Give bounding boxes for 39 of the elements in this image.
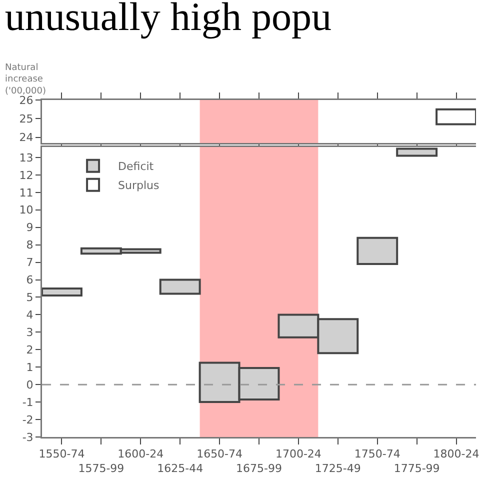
- y-tick-label: 10: [19, 204, 34, 217]
- y-tick-label: 26: [19, 94, 34, 107]
- y-tick-label: 0: [26, 378, 34, 392]
- x-tick-label: 1600-24: [118, 448, 164, 461]
- bar: [42, 288, 82, 296]
- x-tick-label: 1800-24: [433, 448, 480, 461]
- y-tick-label: 3: [26, 326, 34, 340]
- y-tick-label: 25: [19, 112, 34, 126]
- y-tick-label: 11: [19, 186, 34, 200]
- legend-label: Surplus: [118, 179, 160, 192]
- y-axis-title: Natural increase ('00,000): [5, 63, 46, 96]
- y-tick-label: 13: [19, 151, 34, 164]
- x-tick-label: 1750-74: [354, 448, 400, 461]
- y-tick-label: 1: [26, 360, 34, 374]
- x-tick-label: 1550-74: [38, 448, 85, 461]
- bar: [396, 148, 438, 157]
- y-tick-label: 8: [26, 238, 34, 252]
- y-tick-label: 7: [26, 256, 34, 270]
- x-tick-label: 1700-24: [275, 448, 322, 461]
- bar: [159, 278, 201, 295]
- y-tick-label: 2: [26, 344, 34, 356]
- y-tick-label: 12: [19, 168, 34, 182]
- y-tick-label: 9: [26, 221, 34, 234]
- y-tick-label: -1: [22, 396, 34, 409]
- x-tick-label: 1625-44: [157, 462, 204, 475]
- y-tick-label: 24: [19, 131, 34, 144]
- y-tick-label: 6: [26, 274, 34, 287]
- x-tick-label: 1725-49: [314, 462, 361, 475]
- x-tick-label: 1575-99: [78, 462, 124, 475]
- legend-label: Deficit: [118, 160, 154, 174]
- y-tick-label: -2: [22, 413, 34, 426]
- x-tick-label: 1775-99: [394, 462, 440, 475]
- y-tick-label: -3: [22, 430, 34, 444]
- bar: [356, 236, 398, 266]
- x-tick-label: 1650-74: [196, 448, 243, 461]
- chart-title: unusually high popu: [4, 0, 332, 39]
- y-tick-label: 4: [26, 308, 34, 322]
- y-tick-label: 5: [26, 291, 34, 304]
- x-tick-label: 1675-99: [236, 462, 282, 475]
